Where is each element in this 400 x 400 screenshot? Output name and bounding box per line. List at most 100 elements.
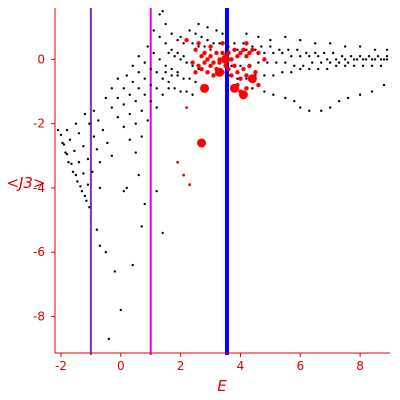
- data-point-s1-114: [170, 74, 173, 77]
- data-point-s1-119: [167, 87, 170, 90]
- data-point-s1-197: [281, 71, 284, 74]
- data-point-s1-53: [104, 96, 108, 100]
- data-point-s1-126: [191, 42, 194, 45]
- data-point-s2-13: [205, 57, 210, 62]
- data-point-s1-113: [164, 71, 167, 74]
- data-point-s4-6: [238, 90, 248, 100]
- data-point-s1-151: [361, 58, 365, 61]
- data-point-s1-100: [182, 54, 185, 58]
- data-point-s1-152: [370, 58, 374, 61]
- data-point-s1-130: [188, 29, 191, 32]
- data-point-s1-47: [125, 186, 128, 190]
- data-point-s2-44: [190, 60, 195, 65]
- data-point-s1-153: [379, 58, 383, 61]
- data-point-s1-43: [122, 189, 125, 193]
- data-point-s2-34: [238, 76, 243, 81]
- data-point-s1-91: [158, 58, 161, 61]
- data-point-s1-116: [182, 77, 185, 80]
- y-tick-label: 0: [37, 52, 45, 66]
- data-point-s1-44: [131, 263, 134, 267]
- data-point-s1-186: [346, 61, 350, 64]
- data-point-s1-172: [385, 54, 389, 58]
- data-point-s2-48: [244, 86, 249, 91]
- data-point-s1-124: [179, 35, 182, 39]
- data-point-s2-15: [211, 60, 216, 65]
- data-point-s1-109: [179, 58, 182, 61]
- data-point-s1-23: [74, 122, 78, 125]
- data-point-s1-33: [92, 109, 96, 113]
- data-point-s1-5: [71, 170, 75, 174]
- data-point-s1-107: [167, 51, 170, 55]
- data-point-s1-42: [113, 270, 117, 273]
- data-point-s2-27: [247, 50, 252, 56]
- data-point-s1-70: [146, 119, 149, 122]
- data-point-s1-211: [272, 93, 275, 96]
- data-point-s4-1: [200, 83, 210, 93]
- data-point-s1-218: [337, 99, 341, 103]
- data-point-s2-20: [226, 50, 231, 56]
- data-point-s1-11: [62, 143, 66, 146]
- data-point-s1-96: [158, 35, 161, 39]
- data-point-s1-59: [110, 87, 114, 90]
- data-point-s1-69: [140, 109, 143, 113]
- data-point-s1-147: [325, 58, 329, 61]
- data-point-s2-1: [196, 63, 201, 69]
- data-point-s1-62: [128, 112, 131, 116]
- data-point-s1-120: [173, 87, 176, 90]
- data-point-s1-214: [299, 106, 302, 109]
- data-point-s1-123: [191, 93, 194, 96]
- data-point-s2-4: [205, 70, 210, 75]
- data-point-s4-3: [220, 54, 230, 64]
- data-point-s1-39: [95, 228, 99, 231]
- data-point-s1-37: [110, 154, 114, 157]
- data-point-s1-80: [149, 83, 152, 87]
- axes-layer: [54, 8, 390, 354]
- data-point-s1-196: [272, 74, 275, 77]
- data-point-s1-169: [358, 54, 362, 58]
- data-point-s1-71: [125, 74, 128, 77]
- data-point-s1-49: [140, 225, 143, 228]
- data-point-s1-144: [299, 54, 302, 58]
- data-point-s1-51: [155, 189, 158, 193]
- data-points-layer: [56, 10, 389, 341]
- data-point-s1-79: [143, 77, 146, 80]
- data-point-s1-133: [206, 38, 209, 42]
- data-point-s2-21: [229, 57, 234, 62]
- data-point-s2-23: [235, 53, 240, 59]
- data-point-s1-24: [77, 132, 81, 135]
- data-point-s1-177: [266, 61, 269, 64]
- data-point-s1-112: [197, 67, 200, 71]
- data-point-s1-34: [97, 119, 100, 122]
- data-point-s1-157: [251, 45, 254, 48]
- data-point-s1-232: [245, 32, 248, 35]
- data-point-s1-46: [107, 337, 111, 341]
- data-point-s1-134: [212, 42, 215, 45]
- data-point-s1-221: [370, 90, 374, 93]
- data-point-s1-150: [352, 58, 356, 61]
- y-tick-label: -8: [33, 309, 45, 323]
- data-point-s1-105: [176, 38, 179, 42]
- data-point-s1-168: [349, 54, 353, 58]
- data-point-s2-24: [238, 50, 243, 56]
- data-point-s2-51: [184, 37, 189, 43]
- data-point-s1-74: [143, 93, 146, 96]
- data-point-s2-6: [211, 73, 216, 78]
- data-point-s1-15: [79, 185, 82, 188]
- data-point-s1-205: [352, 64, 356, 68]
- data-point-s2-8: [217, 60, 222, 65]
- data-point-s1-3: [64, 151, 67, 154]
- data-point-s1-138: [245, 48, 248, 51]
- data-point-s3-3: [182, 173, 186, 177]
- data-point-s2-41: [208, 44, 213, 49]
- data-point-s1-92: [164, 64, 167, 68]
- data-point-s3-1: [185, 106, 189, 109]
- data-point-s4-4: [215, 67, 225, 77]
- data-point-s1-90: [152, 51, 155, 55]
- data-point-s1-201: [317, 67, 320, 71]
- data-point-s1-8: [85, 199, 88, 202]
- data-point-s1-31: [95, 148, 99, 151]
- data-point-s2-14: [208, 53, 213, 59]
- data-point-s1-94: [176, 71, 179, 74]
- data-point-s1-127: [197, 45, 200, 48]
- data-point-s1-25: [82, 144, 85, 148]
